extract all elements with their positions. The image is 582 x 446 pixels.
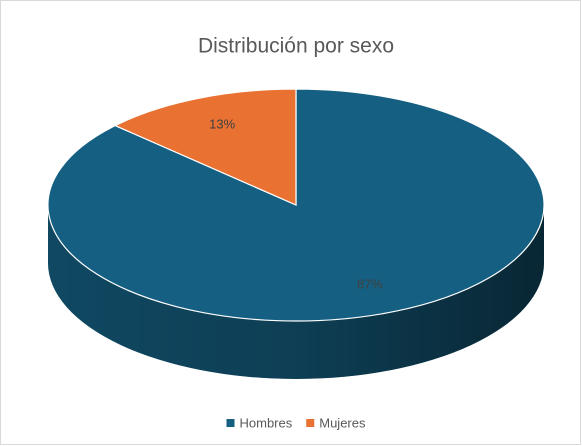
legend-swatch [306, 419, 315, 427]
pie-slice [113, 88, 297, 206]
chart-title: Distribución por sexo [198, 35, 394, 58]
legend-label: Hombres [240, 415, 293, 430]
pie-side-shade [48, 205, 544, 379]
legend-swatch [226, 419, 235, 427]
legend: Hombres Mujeres [226, 415, 366, 430]
data-label: 87% [357, 276, 383, 291]
data-label: 13% [209, 117, 235, 132]
legend-label: Mujeres [319, 415, 366, 430]
